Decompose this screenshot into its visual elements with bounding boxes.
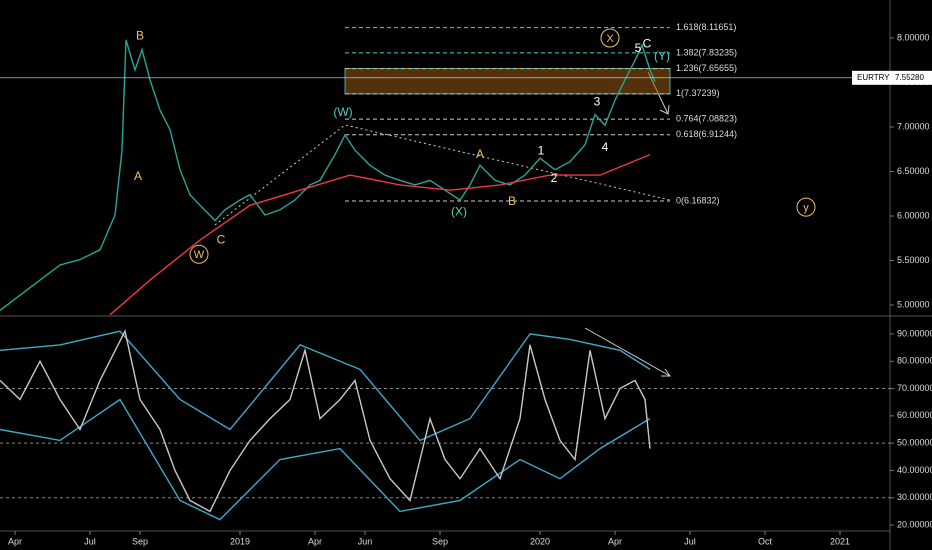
series-line: [0, 39, 656, 311]
wave-label: B: [508, 194, 516, 208]
series-line: [109, 153, 651, 316]
wave-circle: [796, 197, 816, 217]
wave-label: 1: [538, 143, 545, 157]
wave-label: B: [136, 29, 144, 43]
fib-label: 0.618(6.91244): [676, 129, 737, 139]
wave-label: 4: [602, 140, 609, 154]
wave-label: 5: [635, 41, 642, 55]
series-line: [0, 398, 651, 521]
fib-label: 1.618(8.11651): [676, 22, 736, 32]
y-tick-label: 60.00000: [897, 410, 932, 420]
wave-circle: [189, 244, 209, 264]
wave-label: X: [606, 33, 614, 45]
x-tick-label: 2021: [830, 536, 850, 546]
wave-label: C: [643, 37, 652, 51]
wave-label: A: [134, 169, 142, 183]
wave-circle: [600, 28, 620, 48]
y-tick-label: 5.50000: [897, 255, 930, 265]
fib-label: 0(6.16832): [676, 195, 720, 205]
x-tick-label: Oct: [758, 536, 773, 546]
y-tick-label: 7.00000: [897, 121, 930, 131]
wave-label: (Y): [654, 49, 670, 63]
arrow-head: [661, 368, 671, 377]
symbol-label: EURTRY: [857, 73, 890, 82]
series-line: [0, 329, 651, 513]
y-tick-label: 40.00000: [897, 465, 932, 475]
y-tick-label: 20.00000: [897, 519, 932, 529]
x-tick-label: Sep: [432, 536, 448, 546]
x-tick-label: Apr: [608, 536, 622, 546]
divergence-arrow: [584, 327, 671, 377]
x-tick-label: 2019: [230, 536, 250, 546]
y-tick-label: 90.00000: [897, 328, 932, 338]
y-tick-label: 80.00000: [897, 356, 932, 366]
x-tick-label: Apr: [308, 536, 322, 546]
x-tick-label: Jul: [684, 536, 696, 546]
y-tick-label: 8.00000: [897, 32, 930, 42]
y-tick-label: 5.00000: [897, 299, 930, 309]
last-price-label: 7.55280: [895, 73, 924, 82]
price-label-box: [852, 70, 932, 85]
fib-label: 1.382(7.83235): [676, 47, 737, 57]
wave-label: (W): [333, 105, 352, 119]
fib-label: 0.764(7.08823): [676, 114, 737, 124]
fib-zone: [344, 68, 671, 95]
wave-label: 2: [551, 171, 558, 185]
y-tick-label: 70.00000: [897, 383, 932, 393]
wave-label: y: [803, 202, 809, 214]
y-tick-label: 30.00000: [897, 492, 932, 502]
x-tick-label: Apr: [8, 536, 22, 546]
wave-label: (X): [451, 205, 467, 219]
x-tick-label: Jun: [358, 536, 373, 546]
wave-label: W: [194, 249, 205, 261]
x-tick-label: Jul: [84, 536, 96, 546]
x-tick-label: 2020: [530, 536, 550, 546]
wave-label: C: [217, 232, 226, 246]
y-tick-label: 6.50000: [897, 166, 930, 176]
wave-label: 3: [594, 94, 601, 108]
fib-label: 1(7.37239): [676, 88, 720, 98]
x-tick-label: Sep: [132, 536, 148, 546]
fib-label: 1.236(7.65655): [676, 63, 737, 73]
arrow-head: [659, 104, 670, 115]
y-tick-label: 6.00000: [897, 210, 930, 220]
series-line: [0, 330, 651, 442]
wave-label: A: [476, 147, 484, 161]
y-tick-label: 50.00000: [897, 438, 932, 448]
